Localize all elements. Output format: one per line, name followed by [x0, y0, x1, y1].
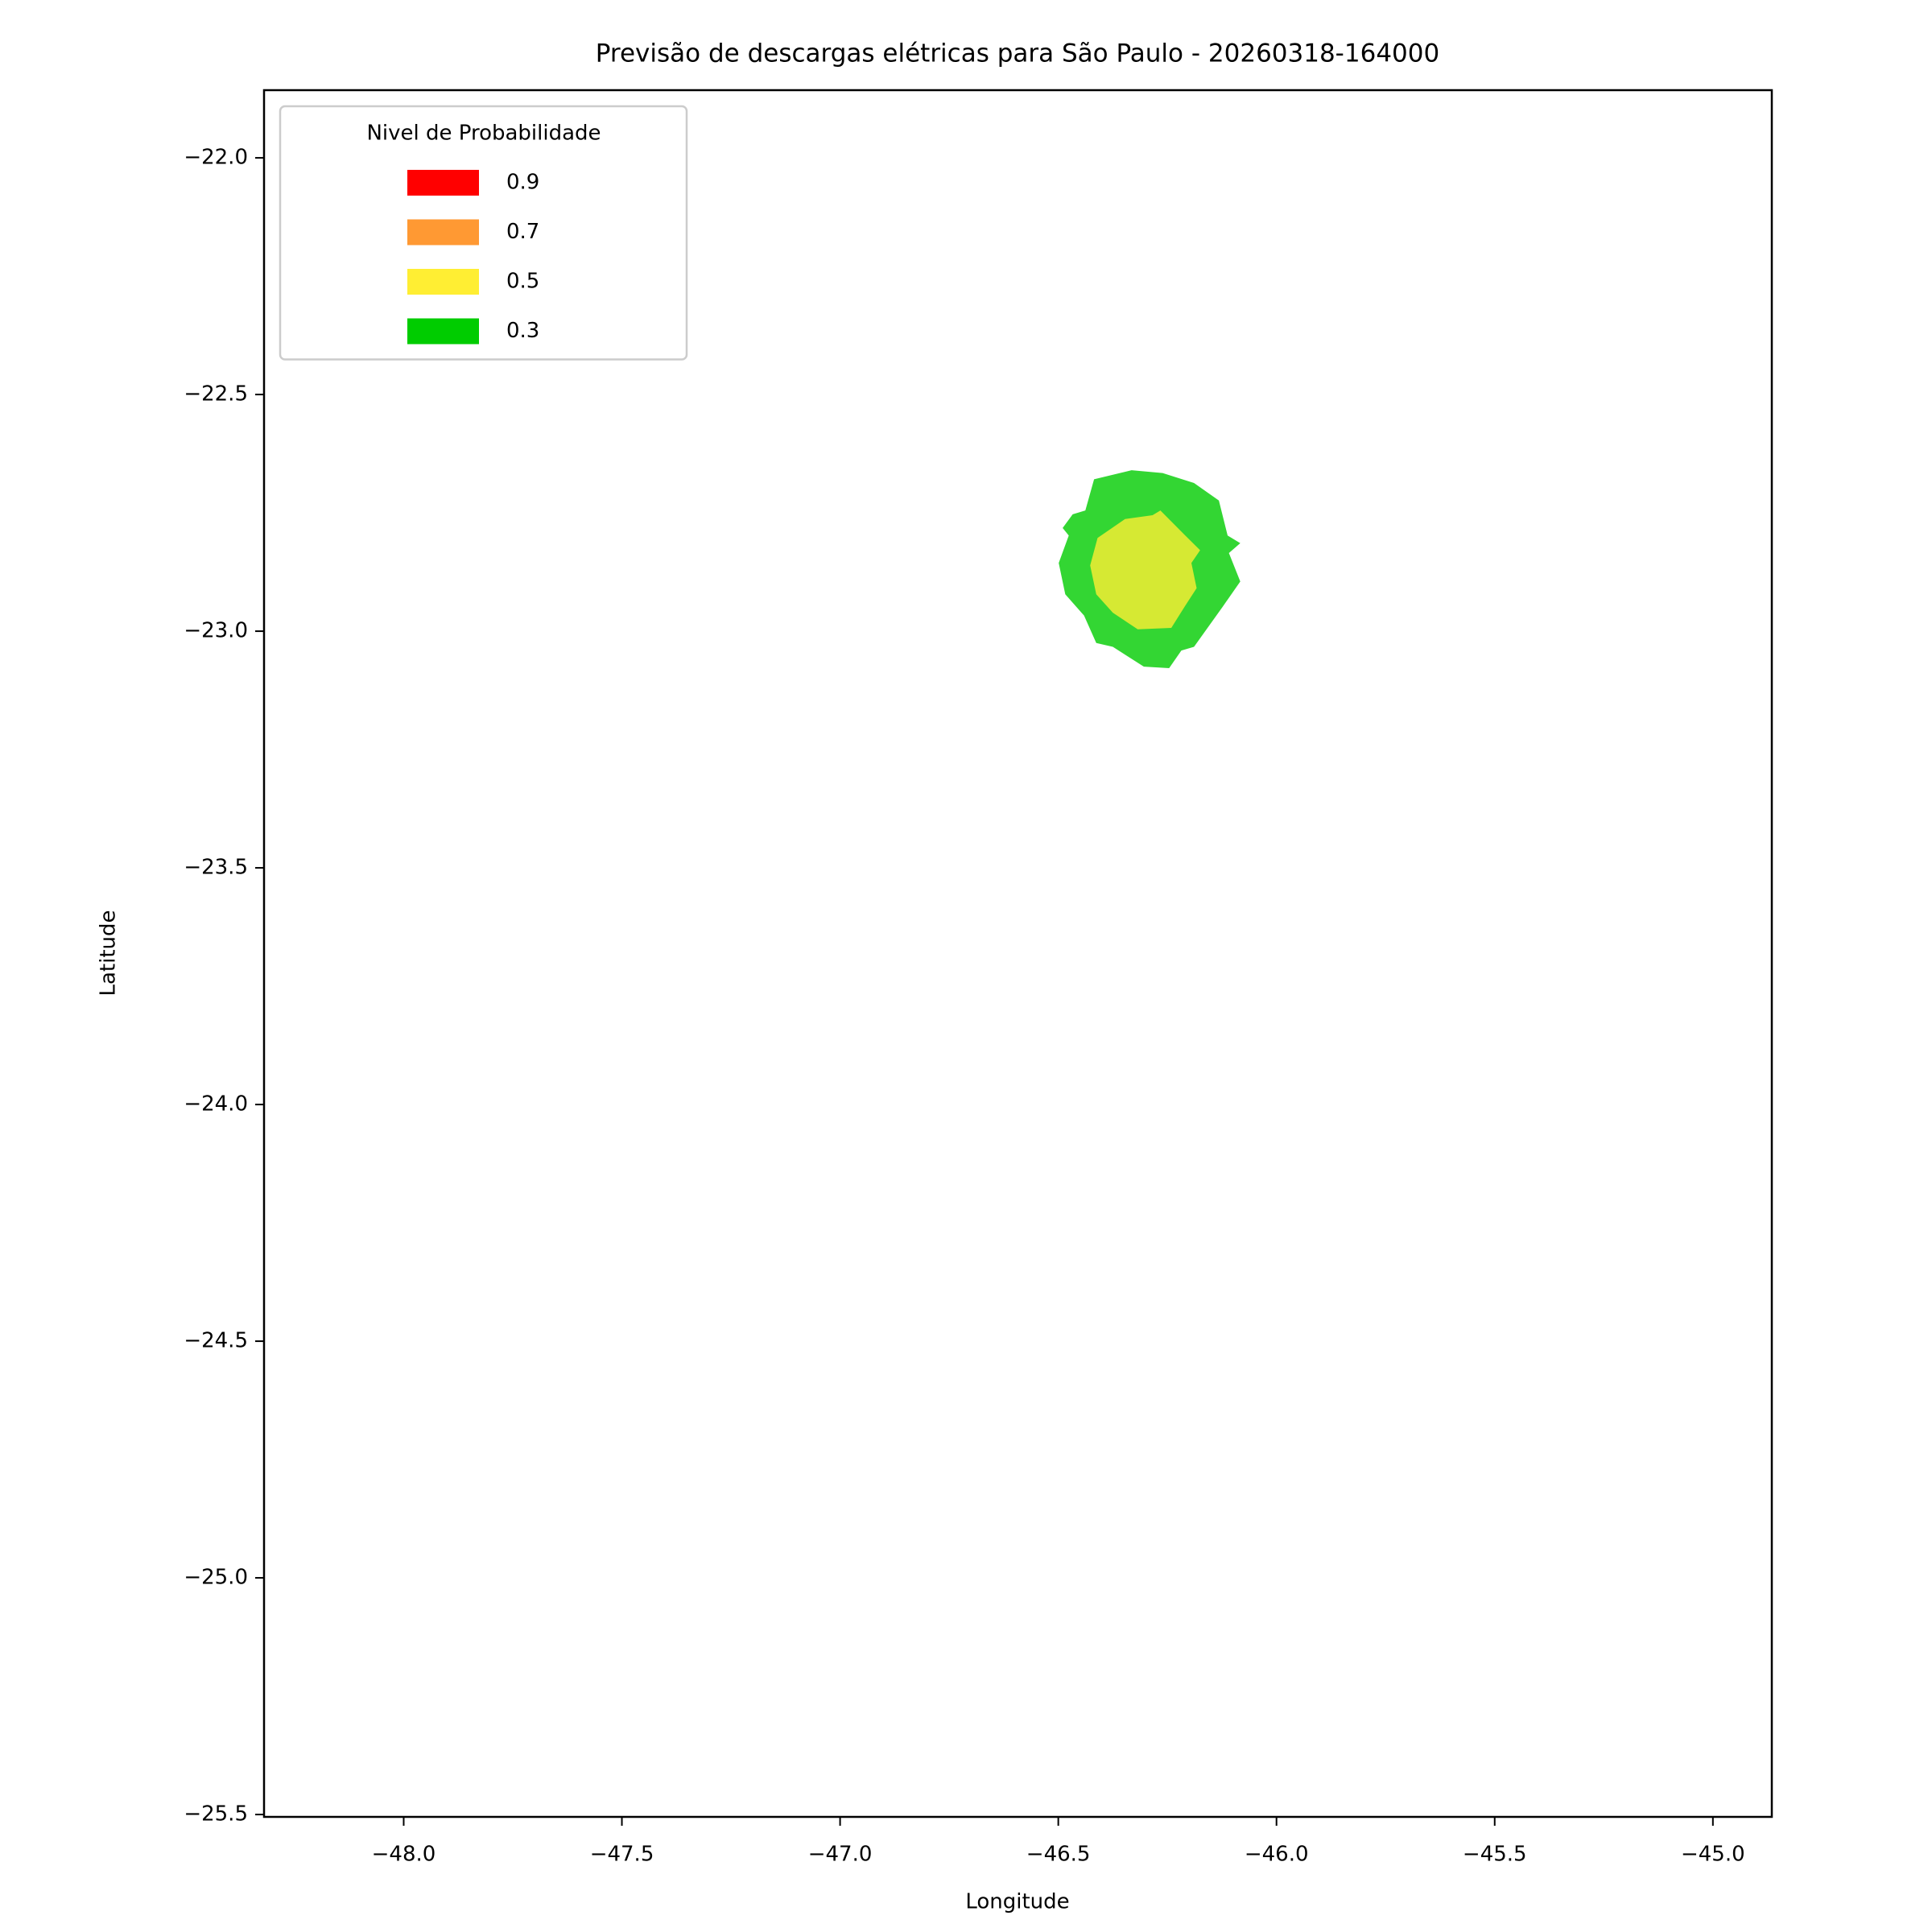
legend-label: 0.5: [506, 270, 539, 294]
x-tick-label: −46.0: [1245, 1843, 1309, 1867]
x-tick-label: −47.5: [590, 1843, 654, 1867]
x-tick-label: −45.5: [1463, 1843, 1527, 1867]
legend-swatch: [407, 269, 479, 295]
chart-title: Previsão de descargas elétricas para São…: [596, 39, 1439, 68]
axes-frame: [262, 89, 1773, 1818]
x-tick-label: −45.0: [1681, 1843, 1745, 1867]
y-axis-label: Latitude: [97, 910, 121, 996]
legend-label: 0.3: [506, 319, 539, 343]
y-tick-label: −23.5: [184, 856, 248, 880]
y-tick-label: −25.0: [184, 1566, 248, 1590]
y-tick-label: −22.5: [184, 382, 248, 407]
x-axis-label: Longitude: [965, 1890, 1069, 1914]
y-tick-label: −25.5: [184, 1802, 248, 1827]
contour-region: [1090, 510, 1200, 630]
legend-frame: [279, 105, 688, 361]
x-tick-label: −46.5: [1026, 1843, 1091, 1867]
legend-title: Nivel de Probabilidade: [366, 122, 601, 146]
legend-swatch: [407, 318, 479, 345]
x-tick-label: −48.0: [372, 1843, 436, 1867]
y-tick-label: −24.5: [184, 1329, 248, 1353]
y-tick-label: −22.0: [184, 146, 248, 170]
x-tick-label: −47.0: [808, 1843, 873, 1867]
plot-area: [1059, 470, 1241, 668]
legend-label: 0.7: [506, 220, 539, 244]
legend-swatch: [407, 219, 479, 246]
y-tick-label: −23.0: [184, 619, 248, 643]
legend-label: 0.9: [506, 171, 539, 195]
y-tick-label: −24.0: [184, 1092, 248, 1117]
legend-swatch: [407, 170, 479, 196]
legend: Nivel de Probabilidade 0.9 0.7 0.5 0.3: [279, 105, 688, 361]
